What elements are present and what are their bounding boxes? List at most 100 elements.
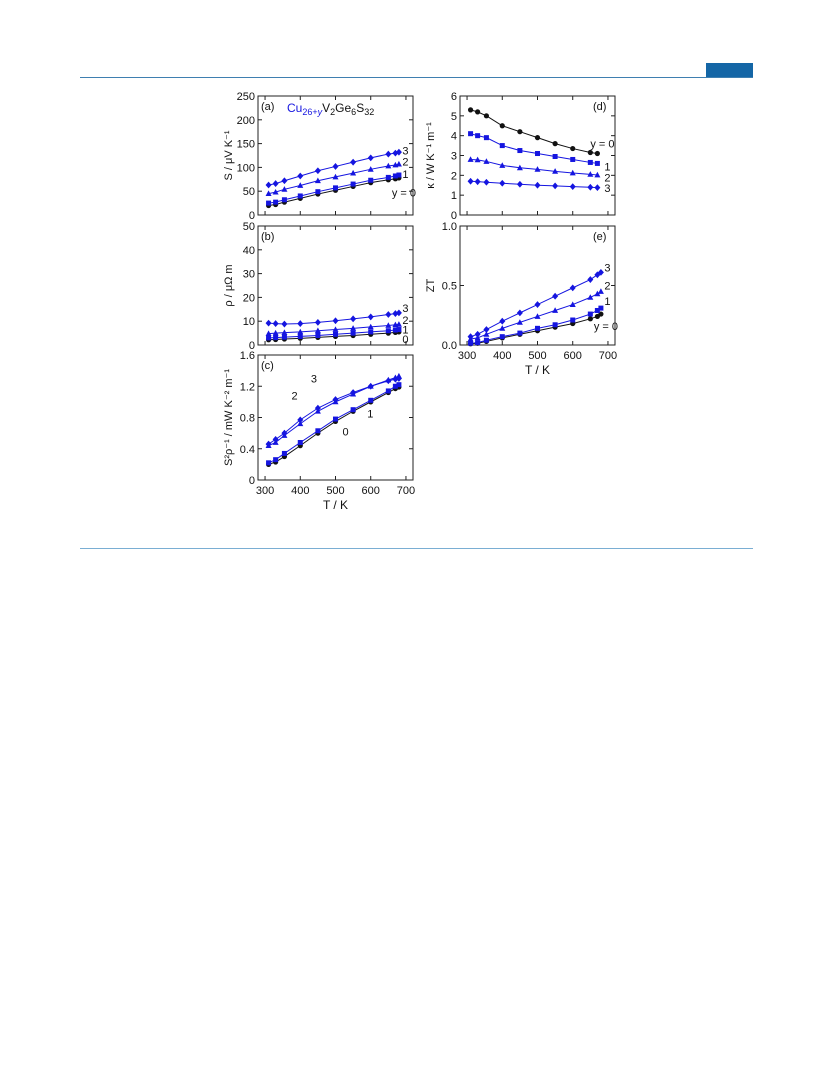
data-point xyxy=(315,332,321,338)
data-point xyxy=(395,321,402,327)
data-point xyxy=(266,200,272,206)
data-point xyxy=(499,325,506,331)
series-line xyxy=(268,377,400,445)
data-point xyxy=(517,129,523,135)
data-point xyxy=(272,329,279,336)
series-label: 1 xyxy=(604,161,610,173)
data-point xyxy=(587,159,593,165)
data-point xyxy=(350,169,357,176)
data-point xyxy=(483,326,490,333)
data-point xyxy=(367,313,374,321)
data-point xyxy=(350,158,357,166)
data-point xyxy=(569,183,576,191)
data-point xyxy=(535,151,540,157)
data-point xyxy=(597,269,604,276)
data-point xyxy=(483,331,490,337)
data-point xyxy=(587,276,594,283)
data-point xyxy=(552,322,558,328)
y-tick-label: 3 xyxy=(451,151,457,163)
data-point xyxy=(385,150,392,158)
data-point xyxy=(587,171,594,177)
x-axis-label: T / K xyxy=(525,363,550,377)
data-point xyxy=(475,340,481,346)
x-tick-label: 400 xyxy=(493,350,511,362)
data-point xyxy=(396,172,402,178)
data-point xyxy=(367,323,374,330)
data-point xyxy=(350,315,357,323)
data-point xyxy=(474,156,481,163)
data-point xyxy=(297,333,303,339)
y-tick-label: 5 xyxy=(451,111,457,123)
data-point xyxy=(516,164,523,171)
data-point xyxy=(569,301,576,307)
data-point xyxy=(297,416,304,424)
data-point xyxy=(272,320,279,327)
compound-formula: Cu26+yV2Ge6S32 xyxy=(287,101,374,117)
data-point xyxy=(499,334,505,340)
y-axis-label: κ / W K⁻¹ m⁻¹ xyxy=(425,122,437,189)
x-tick-label: 500 xyxy=(326,485,344,497)
data-point xyxy=(297,328,304,335)
data-point xyxy=(594,307,600,313)
y-tick-label: 0 xyxy=(451,210,457,222)
data-point xyxy=(281,429,288,437)
data-point xyxy=(385,162,392,169)
data-point xyxy=(467,156,474,162)
data-point xyxy=(272,435,279,443)
series-label: 3 xyxy=(604,263,610,275)
data-point xyxy=(395,160,402,167)
series-label: 3 xyxy=(402,303,408,315)
series-label: y = 0 xyxy=(590,139,614,151)
data-point xyxy=(552,182,559,190)
data-point xyxy=(265,330,272,336)
data-point xyxy=(392,327,398,333)
data-point xyxy=(552,141,558,147)
data-point xyxy=(395,309,402,317)
data-point xyxy=(273,199,279,205)
data-point xyxy=(266,460,272,466)
series-line xyxy=(268,151,400,186)
x-tick-label: 500 xyxy=(528,350,546,362)
data-point xyxy=(332,317,339,325)
data-point xyxy=(499,179,506,187)
data-point xyxy=(281,334,287,340)
data-point xyxy=(265,190,272,196)
data-point xyxy=(395,375,402,382)
data-point xyxy=(474,178,481,186)
y-tick-label: 1.2 xyxy=(240,381,255,393)
y-tick-label: 100 xyxy=(237,162,255,174)
x-tick-label: 600 xyxy=(362,485,380,497)
y-tick-label: 0.5 xyxy=(442,281,457,293)
data-point xyxy=(392,173,398,179)
data-point xyxy=(333,185,338,191)
data-point xyxy=(392,383,398,389)
data-point xyxy=(297,182,304,188)
data-point xyxy=(281,177,288,185)
data-point xyxy=(297,420,304,427)
series-line xyxy=(470,180,598,189)
y-tick-label: 1.0 xyxy=(442,221,457,233)
data-point xyxy=(396,327,402,333)
series-label: 2 xyxy=(291,391,297,403)
data-point xyxy=(367,166,374,172)
data-point xyxy=(483,178,490,186)
y-tick-label: 50 xyxy=(243,186,255,198)
data-point xyxy=(297,320,304,327)
y-axis-label: ρ / μΩ m xyxy=(223,264,235,306)
data-point xyxy=(467,333,474,341)
data-point xyxy=(499,123,505,129)
data-point xyxy=(297,193,303,199)
data-point xyxy=(350,389,357,396)
data-point xyxy=(332,173,339,180)
y-tick-label: 0.0 xyxy=(442,340,457,352)
data-point xyxy=(516,319,523,325)
data-point xyxy=(587,311,593,317)
data-point xyxy=(314,327,321,334)
y-axis-label: S²ρ⁻¹ / mW K⁻² m⁻¹ xyxy=(223,369,235,466)
data-point xyxy=(265,181,272,189)
data-point xyxy=(281,329,288,336)
data-point xyxy=(281,197,287,203)
data-point xyxy=(385,322,392,328)
